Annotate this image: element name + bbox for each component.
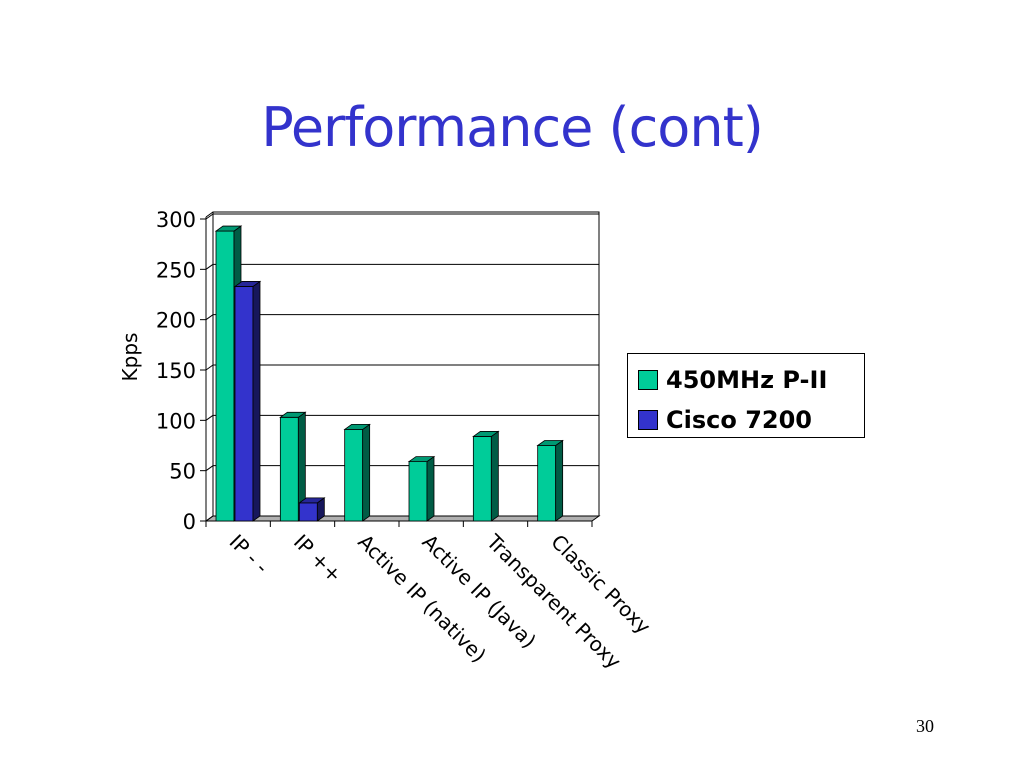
legend-swatch-series-2 — [638, 410, 658, 430]
bar-top-1-2 — [279, 411, 307, 418]
y-tick-label: 0 — [183, 510, 196, 534]
bar-side-2-1 — [252, 280, 261, 522]
y-axis-depth — [205, 211, 214, 218]
y-tick-depth-200 — [205, 314, 214, 321]
bar-side-1-3 — [362, 423, 371, 522]
bar-side-1-6 — [555, 439, 564, 522]
bar-1-2 — [279, 416, 299, 522]
bar-top-2-2 — [298, 497, 326, 504]
y-tick-depth-250 — [205, 263, 214, 270]
y-tick-label: 100 — [156, 409, 196, 433]
legend-swatch-series-1 — [638, 370, 658, 390]
bar-2-2 — [298, 502, 318, 522]
bar-1-1 — [215, 230, 235, 522]
bar-1-5 — [472, 436, 492, 522]
bar-2-1 — [234, 286, 254, 522]
bar-top-1-5 — [472, 431, 500, 437]
page-number: 30 — [916, 716, 934, 736]
x-tick-label: Active IP (Java) — [418, 530, 541, 653]
y-tick-label: 50 — [169, 460, 196, 484]
y-tick-depth-100 — [205, 414, 214, 421]
chart-legend: 450MHz P-II Cisco 7200 — [627, 353, 865, 438]
x-tick-label: IP ++ — [289, 530, 347, 588]
x-tick-label: IP - - — [225, 530, 274, 579]
legend-label-series-2: Cisco 7200 — [666, 406, 812, 434]
y-tick-depth-300 — [205, 213, 214, 220]
bar-top-2-1 — [233, 281, 262, 287]
bar-1-3 — [344, 428, 364, 522]
bar-top-1-4 — [407, 456, 436, 463]
y-tick-label: 200 — [156, 309, 196, 333]
legend-item-series-1: 450MHz P-II — [638, 365, 827, 395]
y-tick-depth-0 — [205, 515, 214, 522]
y-tick-depth-50 — [205, 465, 214, 472]
y-tick-label: 250 — [156, 258, 196, 282]
bar-top-1-6 — [536, 440, 564, 446]
slide-title: Performance (cont) — [261, 96, 764, 159]
bar-1-4 — [408, 461, 428, 522]
legend-item-series-2: Cisco 7200 — [638, 405, 812, 435]
bar-top-1-1 — [214, 225, 243, 232]
y-tick-label: 150 — [156, 359, 196, 383]
bar-side-1-5 — [490, 430, 499, 522]
y-tick-label: 300 — [156, 208, 196, 232]
bar-1-6 — [537, 445, 557, 522]
bar-side-1-4 — [426, 455, 435, 522]
y-tick-depth-150 — [205, 364, 214, 371]
bar-top-1-3 — [343, 423, 371, 430]
y-axis-label: Kpps — [118, 333, 142, 382]
legend-label-series-1: 450MHz P-II — [666, 366, 828, 394]
